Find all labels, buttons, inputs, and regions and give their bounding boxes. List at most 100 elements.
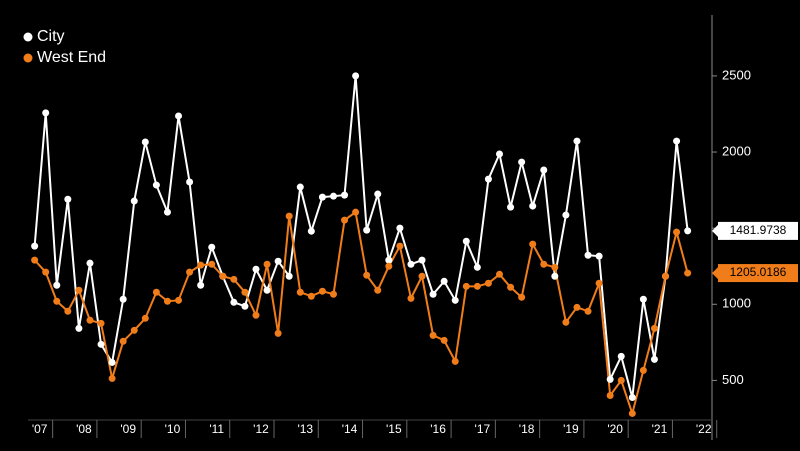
data-point: [639, 366, 647, 374]
data-point: [451, 296, 459, 304]
data-point: [617, 352, 625, 360]
data-point: [75, 324, 83, 332]
y-tick-label: 1000: [722, 296, 751, 311]
data-point: [374, 286, 382, 294]
x-tick-label: '17: [475, 422, 491, 436]
data-point: [573, 303, 581, 311]
x-tick-label: '11: [209, 422, 224, 436]
data-point: [374, 190, 382, 198]
data-point: [285, 212, 293, 220]
x-tick-label: '20: [607, 422, 623, 436]
data-point: [108, 374, 116, 382]
data-point: [352, 72, 360, 80]
y-tick-label: 2000: [722, 143, 751, 158]
value-label-box: [718, 221, 798, 240]
data-point: [462, 237, 470, 245]
value-label-box: [718, 264, 798, 283]
data-point: [141, 314, 149, 322]
value-label: 1481.9738: [712, 221, 798, 240]
data-point: [562, 318, 570, 326]
data-point: [263, 286, 271, 294]
x-tick-label: '13: [297, 422, 313, 436]
x-tick-label: '22: [696, 422, 712, 436]
data-point: [440, 277, 448, 285]
data-point: [97, 319, 105, 327]
data-point: [363, 226, 371, 234]
data-point: [230, 298, 238, 306]
data-point: [584, 251, 592, 259]
data-point: [141, 138, 149, 146]
data-point: [396, 224, 404, 232]
x-tick-label: '15: [386, 422, 402, 436]
value-label-text: 1481.9738: [730, 223, 787, 237]
data-point: [197, 281, 205, 289]
data-point: [684, 227, 692, 235]
data-point: [584, 307, 592, 315]
data-point: [318, 287, 326, 295]
data-point: [208, 243, 216, 251]
data-point: [473, 282, 481, 290]
data-point: [650, 324, 658, 332]
data-point: [175, 296, 183, 304]
data-point: [540, 166, 548, 174]
legend-swatch: [23, 32, 33, 42]
data-point: [518, 158, 526, 166]
data-point: [119, 295, 127, 303]
y-tick-label: 500: [722, 372, 744, 387]
x-tick-label: '12: [253, 422, 269, 436]
data-point: [307, 227, 315, 235]
data-point: [130, 197, 138, 205]
data-point: [407, 260, 415, 268]
data-point: [86, 316, 94, 324]
legend-label: West End: [37, 49, 106, 66]
data-point: [53, 281, 61, 289]
data-point: [241, 302, 249, 310]
data-point: [31, 242, 39, 250]
x-tick-label: '16: [430, 422, 446, 436]
data-point: [473, 263, 481, 271]
data-point: [186, 178, 194, 186]
data-point: [341, 191, 349, 199]
data-point: [274, 257, 282, 265]
data-point: [617, 376, 625, 384]
data-point: [551, 263, 559, 271]
data-point: [495, 150, 503, 158]
data-point: [252, 311, 260, 319]
data-point: [418, 256, 426, 264]
data-point: [64, 307, 72, 315]
legend-label: City: [37, 28, 65, 45]
data-point: [529, 240, 537, 248]
x-tick-label: '08: [76, 422, 92, 436]
data-point: [606, 375, 614, 383]
data-point: [495, 270, 503, 278]
data-point: [341, 216, 349, 224]
value-label-pointer: [712, 224, 718, 237]
data-point: [42, 268, 50, 276]
data-point: [296, 183, 304, 191]
data-point: [241, 288, 249, 296]
data-point: [540, 260, 548, 268]
data-point: [595, 279, 603, 287]
data-point: [440, 336, 448, 344]
data-point: [551, 272, 559, 280]
data-point: [186, 268, 194, 276]
data-point: [363, 271, 371, 279]
data-point: [285, 272, 293, 280]
data-point: [64, 195, 72, 203]
data-point: [318, 193, 326, 201]
x-tick-label: '14: [342, 422, 358, 436]
data-point: [385, 262, 393, 270]
data-point: [42, 109, 50, 117]
data-point: [329, 290, 337, 298]
data-point: [529, 202, 537, 210]
data-point: [296, 288, 304, 296]
data-point: [451, 357, 459, 365]
data-point: [108, 358, 116, 366]
data-point: [385, 256, 393, 264]
data-point: [595, 252, 603, 260]
data-point: [86, 259, 94, 267]
x-tick-label: '09: [120, 422, 136, 436]
data-point: [407, 294, 415, 302]
